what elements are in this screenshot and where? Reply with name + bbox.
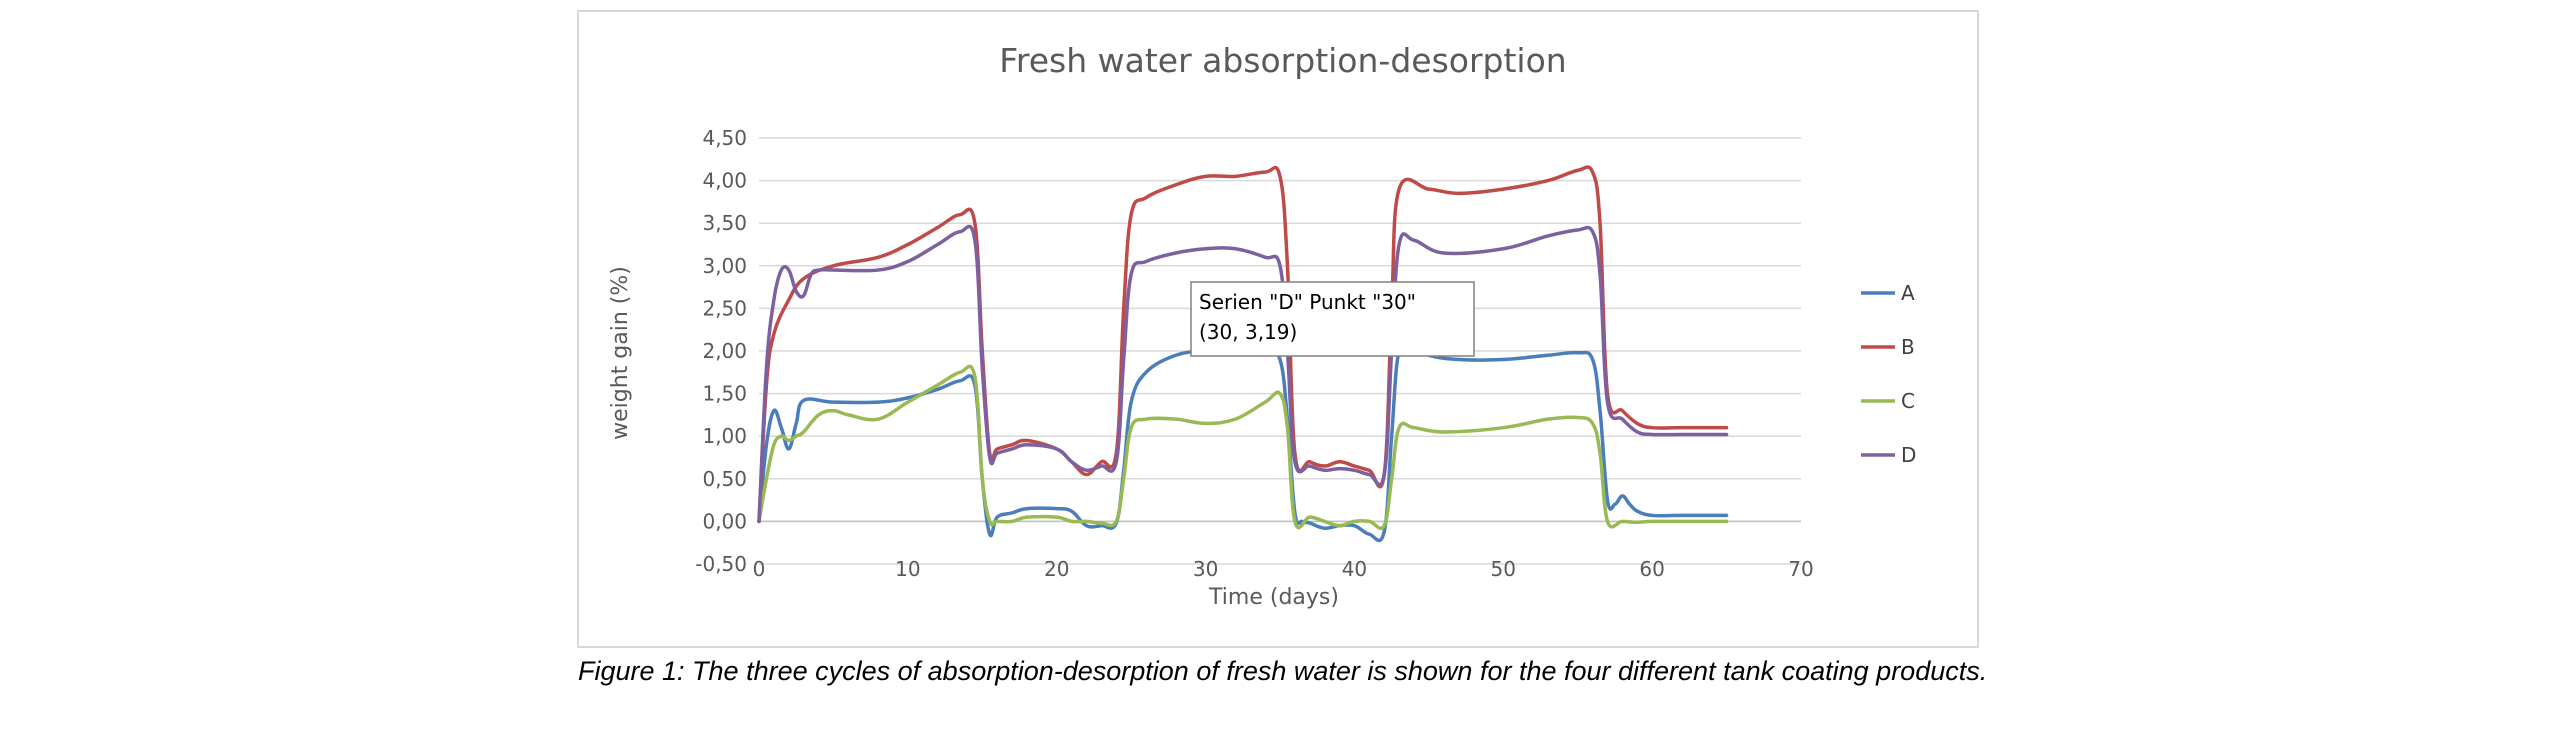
- y-tick-label: 3,50: [702, 211, 747, 235]
- x-tick-label: 60: [1639, 557, 1664, 581]
- y-tick-label: -0,50: [695, 552, 747, 576]
- x-tick-label: 10: [895, 557, 920, 581]
- x-tick-label: 70: [1788, 557, 1813, 581]
- y-tick-label: 0,00: [702, 509, 747, 533]
- figure-caption: Figure 1: The three cycles of absorption…: [578, 656, 1988, 686]
- figure-frame: -0,50 0,00 0,50 1,00 1,50 2,00 2,50 3,00 3,50 4,0…: [577, 10, 1979, 648]
- x-tick-label: 0: [753, 557, 766, 581]
- data-tooltip: Serien "D" Punkt "30" (30, 3,19): [1190, 281, 1475, 357]
- x-tick-label: 20: [1044, 557, 1069, 581]
- series-line-c: [757, 364, 1729, 531]
- line-chart: -0,50 0,00 0,50 1,00 1,50 2,00 2,50 3,00 3,50 4,0…: [608, 41, 1916, 610]
- chart-title: Fresh water absorption-desorption: [999, 41, 1566, 80]
- series-line-b: [757, 165, 1729, 524]
- legend: A B C D: [1861, 281, 1916, 467]
- y-tick-label: 0,50: [702, 467, 747, 491]
- y-tick-label: 2,50: [702, 296, 747, 320]
- legend-label-a: A: [1901, 281, 1915, 305]
- y-tick-label: 1,00: [702, 424, 747, 448]
- y-tick-label: 4,00: [702, 169, 747, 193]
- x-tick-label: 30: [1193, 557, 1218, 581]
- y-tick-label: 2,00: [702, 339, 747, 363]
- y-axis-title: weight gain (%): [608, 266, 633, 440]
- x-axis-title: Time (days): [1208, 585, 1339, 610]
- tooltip-line-2: (30, 3,19): [1199, 320, 1297, 344]
- x-tick-label: 50: [1491, 557, 1516, 581]
- y-tick-label: 3,00: [702, 254, 747, 278]
- legend-label-b: B: [1901, 335, 1915, 359]
- y-tick-label: 4,50: [702, 126, 747, 150]
- x-tick-label: 40: [1342, 557, 1367, 581]
- y-tick-label: 1,50: [702, 382, 747, 406]
- series-line-a: [757, 340, 1729, 543]
- series-line-d: [757, 224, 1729, 524]
- tooltip-box: [1190, 281, 1475, 357]
- tooltip-line-1: Serien "D" Punkt "30": [1199, 290, 1416, 314]
- legend-label-c: C: [1901, 389, 1915, 413]
- legend-label-d: D: [1901, 443, 1916, 467]
